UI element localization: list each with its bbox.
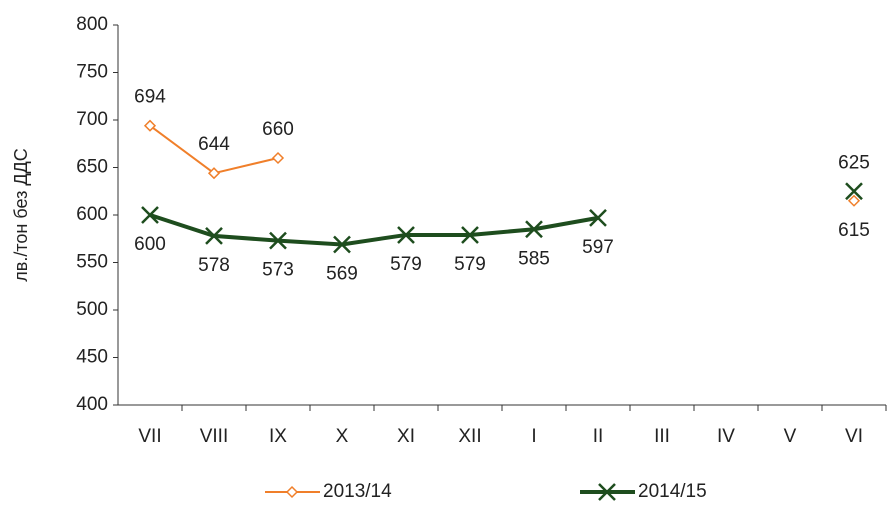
x-tick-label: IV	[717, 426, 735, 447]
series-line	[150, 191, 854, 244]
marker	[598, 483, 616, 501]
x-tick-label: VI	[845, 426, 863, 447]
y-tick-label: 400	[76, 394, 108, 415]
marker	[589, 208, 607, 227]
data-label: 578	[198, 255, 230, 276]
x-tick-label: IX	[269, 426, 287, 447]
marker	[269, 231, 287, 250]
marker	[143, 119, 157, 132]
y-tick-label: 500	[76, 299, 108, 320]
x-tick-label: X	[336, 426, 349, 447]
y-tick-label: 750	[76, 62, 108, 83]
marker	[207, 167, 221, 180]
y-tick-label: 600	[76, 204, 108, 225]
data-label: 573	[262, 260, 294, 281]
legend-label: 2014/15	[638, 481, 707, 502]
y-tick-label: 550	[76, 252, 108, 273]
y-tick-label: 650	[76, 157, 108, 178]
marker	[205, 227, 223, 245]
data-label: 625	[838, 152, 870, 173]
data-label: 569	[326, 263, 358, 284]
data-label: 644	[198, 134, 230, 155]
marker	[333, 235, 351, 254]
data-label: 579	[390, 254, 422, 275]
y-tick-label: 800	[76, 14, 108, 35]
marker	[845, 182, 863, 201]
data-label: 579	[454, 254, 486, 275]
y-tick-label: 450	[76, 347, 108, 368]
legend-label: 2013/14	[323, 481, 392, 502]
marker	[271, 151, 285, 165]
marker	[525, 220, 543, 239]
series-line	[150, 126, 854, 201]
x-tick-label: XI	[397, 426, 415, 447]
x-tick-label: VIII	[200, 426, 229, 447]
marker	[397, 226, 415, 244]
data-label: 585	[518, 248, 550, 269]
x-tick-label: V	[784, 426, 797, 447]
x-tick-label: III	[654, 426, 670, 447]
marker	[847, 194, 861, 207]
marker	[285, 485, 299, 499]
y-axis-label: лв./тон без ДДС	[11, 148, 31, 281]
data-label: 600	[134, 234, 166, 255]
x-tick-label: I	[531, 426, 536, 447]
data-label: 660	[262, 119, 294, 140]
marker	[461, 226, 479, 244]
marker	[141, 206, 159, 224]
data-label: 615	[838, 220, 870, 241]
data-label: 597	[582, 237, 614, 258]
x-tick-label: XII	[458, 426, 481, 447]
data-label: 694	[134, 87, 166, 108]
x-tick-label: VII	[138, 426, 161, 447]
y-tick-label: 700	[76, 109, 108, 130]
x-tick-label: II	[593, 426, 604, 447]
